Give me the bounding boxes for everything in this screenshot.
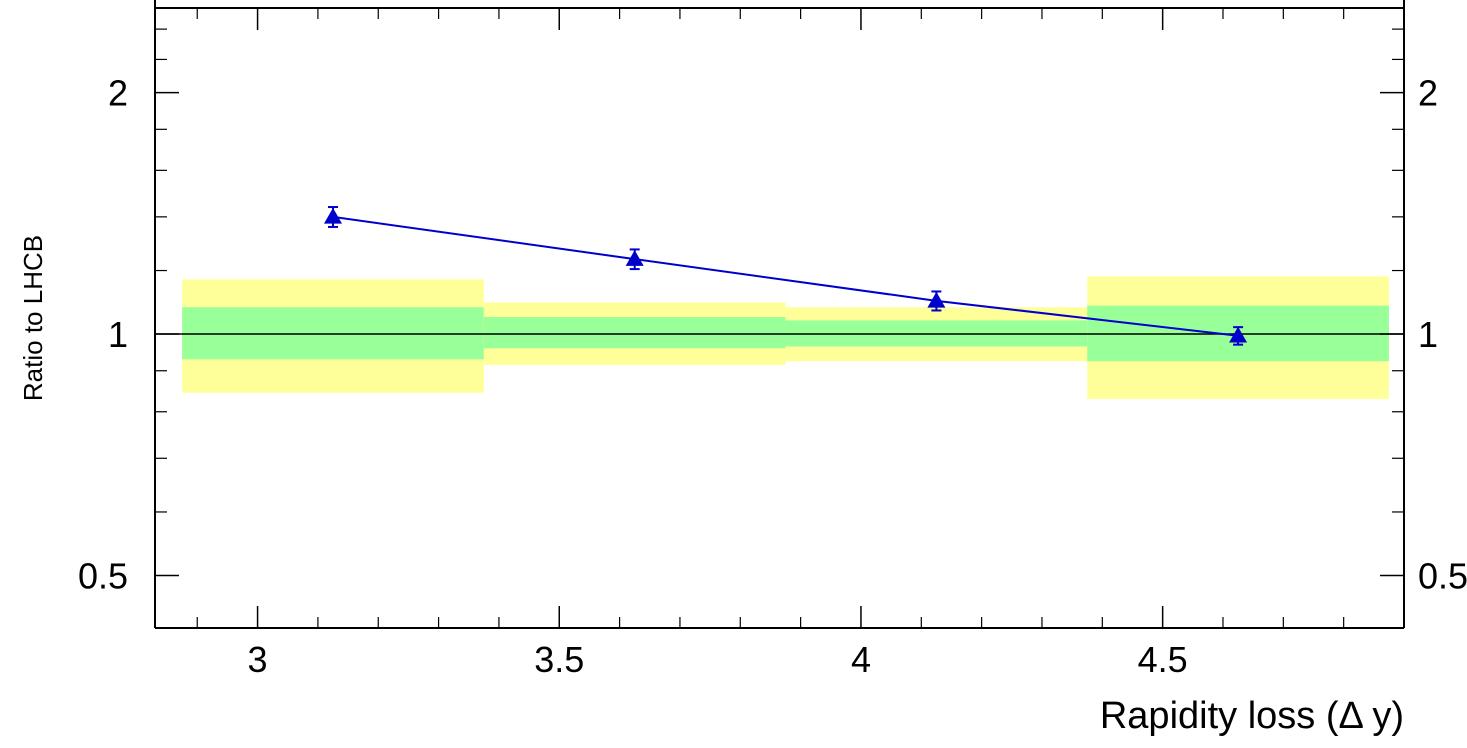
- y-tick-label-left-0: 0.5: [78, 555, 128, 596]
- y-tick-label-right-2: 2: [1418, 73, 1438, 114]
- y-axis-title: Ratio to LHCB: [18, 235, 48, 401]
- data-point-0: [323, 207, 342, 224]
- uncertainty-bands: [182, 276, 1389, 399]
- x-tick-label-2: 4: [851, 639, 871, 680]
- x-tick-label-3: 4.5: [1138, 639, 1188, 680]
- y-tick-label-right-1: 1: [1418, 314, 1438, 355]
- x-tick-label-0: 3: [248, 639, 268, 680]
- tick-labels: 3 3.5 4 4.5 0.5 0.5 1 1 2 2: [78, 73, 1467, 680]
- data-point-3: [1229, 326, 1248, 343]
- y-tick-label-left-2: 2: [108, 73, 128, 114]
- inner-band-0: [182, 307, 484, 360]
- plot-frame: [154, 0, 1405, 629]
- x-tick-label-1: 3.5: [534, 639, 584, 680]
- data-point-1: [625, 250, 644, 266]
- series-line-0: [332, 215, 1239, 337]
- data-point-2: [927, 291, 946, 308]
- axis-ticks: [155, 8, 1404, 628]
- y-tick-label-right-0: 0.5: [1418, 555, 1467, 596]
- x-axis-title: Rapidity loss (Δ y): [1100, 695, 1404, 737]
- y-tick-label-left-1: 1: [108, 314, 128, 355]
- data-series: [323, 206, 1248, 346]
- inner-band-1: [483, 317, 786, 349]
